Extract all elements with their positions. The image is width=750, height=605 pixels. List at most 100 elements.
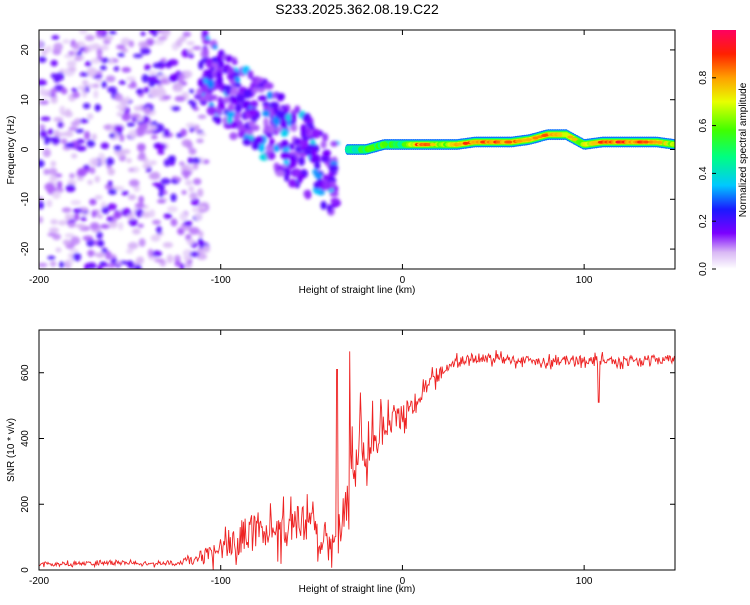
spectrogram-speckle	[182, 31, 191, 38]
spectrogram-speckle	[47, 255, 56, 260]
spectrogram-speckle	[62, 39, 71, 44]
spectrogram-speckle	[134, 264, 142, 269]
spectrogram-band-blob	[322, 149, 331, 157]
spectrogram-band-blob	[258, 143, 266, 153]
spectrogram-speckle	[64, 142, 75, 148]
spectrogram-speckle	[138, 41, 149, 48]
spectrogram-speckle	[94, 103, 101, 112]
spectrogram-speckle	[86, 67, 98, 76]
spectrogram-band-blob	[328, 164, 339, 172]
spectrogram-speckle	[168, 74, 176, 82]
spectrogram-speckle	[137, 154, 146, 161]
spectrogram-band-blob	[322, 133, 329, 142]
spectrogram-speckle	[126, 76, 136, 82]
spectrogram-speckle	[181, 49, 190, 58]
spectrogram-speckle	[175, 39, 183, 47]
spectrogram-speckle	[174, 95, 186, 102]
spectrogram-band-blob	[309, 156, 316, 163]
spectrogram-speckle	[137, 144, 146, 152]
spectrogram-band-blob	[290, 123, 298, 132]
snr-xtick-label: 100	[576, 576, 593, 587]
spectrogram-speckle	[68, 126, 78, 131]
spectrogram-speckle	[52, 190, 61, 200]
spectrogram-speckle	[182, 225, 192, 231]
spectrogram-speckle	[47, 128, 54, 135]
spectrogram-speckle	[126, 213, 135, 220]
spectrogram-band-blob	[216, 75, 224, 85]
spectrogram-speckle	[140, 48, 151, 55]
spectrogram-speckle	[76, 138, 85, 144]
spectrogram-speckle	[91, 133, 97, 141]
spectrogram-speckle	[82, 235, 94, 241]
spectrogram-band-blob	[226, 115, 233, 124]
spectrogram-speckle	[174, 254, 181, 263]
spectrogram-speckle	[86, 139, 96, 148]
spectrogram-band-blob	[289, 154, 297, 162]
spectrogram-speckle	[188, 186, 195, 193]
spectrogram-speckle	[68, 67, 77, 72]
spectrogram-speckle	[89, 157, 100, 167]
spectrogram-speckle	[113, 125, 124, 132]
spectrogram-speckle	[187, 48, 194, 54]
spectrogram-speckle	[136, 115, 144, 122]
spectrogram-speckle	[128, 167, 135, 173]
spectrogram-band-blob	[303, 112, 311, 121]
spectrogram-speckle	[105, 75, 116, 83]
spectrogram-band-blob	[242, 89, 252, 99]
spectrogram-speckle	[121, 190, 129, 196]
spectrogram-band-blob	[198, 96, 207, 102]
snr-xtick-label: -100	[211, 576, 231, 587]
spectrogram-speckle	[70, 236, 81, 246]
spectrogram-band-blob	[287, 163, 293, 170]
spectrogram-speckle	[179, 263, 185, 269]
spectrogram-band-blob	[308, 124, 315, 131]
spectrogram-speckle	[102, 35, 114, 41]
spectrogram-speckle	[197, 132, 207, 137]
spectrogram-band-blob	[277, 93, 285, 101]
snr-frame	[38, 329, 676, 571]
spectrogram-speckle	[128, 218, 138, 227]
spectrogram-marks	[39, 30, 675, 269]
spectrogram-speckle	[53, 117, 64, 122]
spectrogram-speckle	[89, 166, 96, 175]
spectrogram-band-blob	[211, 94, 218, 101]
spectrogram-speckle	[108, 221, 118, 229]
spectrogram-speckle	[128, 179, 140, 187]
spectrogram-speckle	[93, 89, 99, 99]
spectrogram-band-blob	[226, 111, 236, 118]
spectrogram-speckle	[166, 254, 174, 264]
spectrogram-speckle	[148, 78, 156, 88]
spectrogram-band-blob	[227, 66, 235, 75]
spectrogram-speckle	[128, 129, 137, 139]
spectrogram-speckle	[75, 223, 86, 229]
spectrogram-band-blob	[234, 76, 241, 83]
colorbar-tick-label: 0.4	[698, 166, 709, 180]
spectrogram-speckle	[72, 208, 83, 214]
spectrogram-band-blob	[248, 120, 255, 128]
spectrogram-speckle	[96, 214, 104, 219]
spectrogram-band-blob	[281, 139, 289, 149]
spectrogram-speckle	[101, 80, 107, 89]
spectrogram-x-ticks: -200 -100 0 100	[29, 30, 593, 286]
spectrogram-speckle	[175, 82, 184, 91]
spectrogram-band-blob	[291, 170, 301, 177]
spectrogram-band-blob	[314, 154, 321, 161]
spectrogram-speckle	[48, 167, 58, 176]
spectrogram-band-blob	[197, 77, 205, 88]
spectrogram-speckle	[84, 34, 95, 42]
spectrogram-ytick-label: 0	[20, 146, 31, 152]
spectrogram-speckle	[162, 30, 170, 38]
spectrogram-speckle	[108, 30, 117, 35]
spectrogram-speckle	[52, 233, 62, 241]
spectrogram-speckle	[99, 44, 110, 51]
spectrogram-speckle	[192, 178, 202, 185]
spectrogram-ridge-mark	[429, 143, 436, 147]
spectrogram-speckle	[198, 230, 204, 238]
colorbar-label: Normalized spectral amplitude	[738, 82, 749, 217]
spectrogram-speckle	[136, 88, 143, 95]
spectrogram-speckle	[160, 57, 167, 62]
spectrogram-speckle	[70, 199, 82, 206]
spectrogram-speckle	[96, 48, 103, 57]
spectrogram-speckle	[162, 95, 172, 100]
